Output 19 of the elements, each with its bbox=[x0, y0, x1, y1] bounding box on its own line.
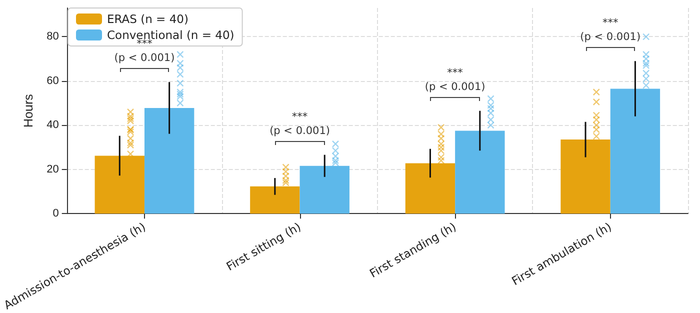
y-tick-label: 60 bbox=[46, 74, 59, 87]
y-tick-label: 80 bbox=[46, 30, 59, 43]
y-tick-label: 0 bbox=[52, 208, 59, 220]
bar bbox=[94, 156, 144, 214]
y-axis-title: Hours bbox=[21, 94, 36, 128]
bar bbox=[300, 166, 350, 214]
y-tick-label: 20 bbox=[46, 163, 59, 176]
annotation: *** (p < 0.001) bbox=[580, 17, 641, 44]
bar bbox=[250, 186, 300, 214]
bar bbox=[144, 108, 194, 214]
annotation: *** (p < 0.001) bbox=[270, 110, 330, 137]
legend-label: ERAS (n = 40) bbox=[107, 12, 188, 26]
y-tick-label: 40 bbox=[46, 119, 59, 132]
bar bbox=[560, 140, 610, 214]
bar bbox=[610, 88, 660, 214]
bar bbox=[405, 163, 456, 214]
annotation: *** (p < 0.001) bbox=[114, 38, 175, 64]
bar bbox=[455, 130, 505, 214]
annotation: *** (p < 0.001) bbox=[424, 66, 486, 93]
